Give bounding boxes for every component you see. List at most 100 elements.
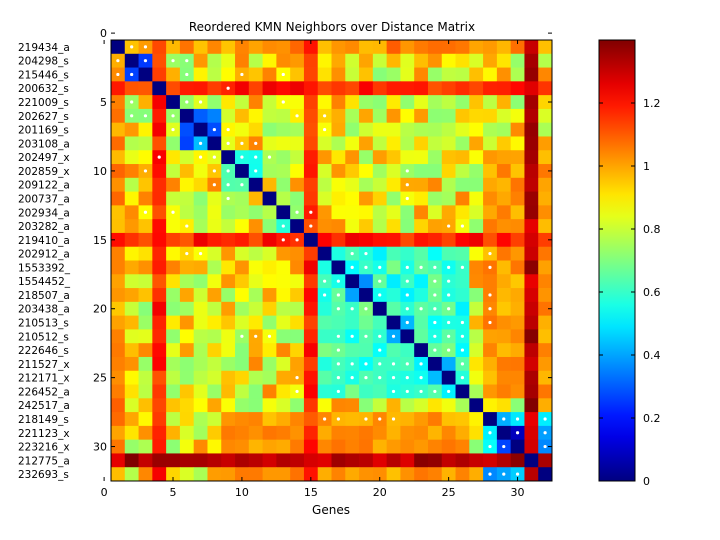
heatmap-cell bbox=[262, 467, 277, 482]
heatmap-cell bbox=[276, 205, 291, 220]
heatmap-cell bbox=[221, 288, 236, 303]
heatmap-cell bbox=[290, 439, 305, 454]
heatmap-cell bbox=[331, 467, 346, 482]
heatmap-cell bbox=[276, 136, 291, 151]
heatmap-cell bbox=[441, 412, 456, 427]
heatmap-cell bbox=[372, 246, 388, 261]
heatmap-cell bbox=[496, 122, 512, 137]
heatmap-cell bbox=[331, 67, 346, 82]
heatmap-cell bbox=[331, 453, 346, 468]
heatmap-cell bbox=[248, 288, 263, 303]
heatmap-cell bbox=[538, 219, 553, 234]
heatmap-cell bbox=[345, 219, 360, 234]
heatmap-cell bbox=[359, 150, 374, 165]
heatmap-cell bbox=[359, 177, 374, 192]
heatmap-cell bbox=[152, 108, 167, 124]
heatmap-cell bbox=[372, 301, 388, 317]
heatmap-cell bbox=[469, 108, 484, 124]
heatmap-cell bbox=[455, 191, 470, 206]
heatmap-cell bbox=[510, 108, 525, 124]
heatmap-cell bbox=[400, 467, 415, 482]
heatmap-cell bbox=[345, 384, 360, 399]
heatmap-cell bbox=[166, 150, 181, 165]
heatmap-cell bbox=[276, 108, 291, 124]
heatmap-cell bbox=[386, 467, 401, 482]
heatmap-cell bbox=[359, 136, 374, 151]
heatmap-cell bbox=[359, 398, 374, 413]
heatmap-cell bbox=[524, 95, 539, 110]
heatmap-cell bbox=[193, 81, 208, 96]
heatmap-cell bbox=[483, 53, 498, 68]
row-label: 200632_s bbox=[18, 83, 69, 95]
heatmap-cell bbox=[207, 95, 222, 110]
neighbor-marker bbox=[323, 279, 327, 283]
heatmap-cell bbox=[290, 412, 305, 427]
heatmap-cell bbox=[111, 108, 126, 124]
heatmap-cell bbox=[207, 219, 222, 234]
heatmap-cell bbox=[455, 40, 470, 55]
heatmap-cell bbox=[248, 81, 263, 96]
neighbor-marker bbox=[364, 265, 368, 269]
heatmap-cell bbox=[235, 425, 250, 441]
heatmap-cell bbox=[303, 260, 319, 275]
heatmap-cell bbox=[524, 274, 539, 289]
neighbor-marker bbox=[130, 45, 134, 49]
neighbor-marker bbox=[391, 334, 396, 338]
neighbor-marker bbox=[447, 293, 451, 297]
heatmap-cell bbox=[317, 246, 332, 261]
neighbor-marker bbox=[391, 362, 396, 366]
heatmap-cell bbox=[152, 384, 167, 399]
heatmap-cell bbox=[400, 329, 415, 344]
heatmap-cell bbox=[193, 260, 208, 275]
heatmap-cell bbox=[496, 384, 512, 399]
heatmap-cell bbox=[510, 53, 525, 68]
heatmap-cell bbox=[317, 81, 332, 96]
neighbor-marker bbox=[295, 238, 299, 242]
heatmap-cell bbox=[538, 288, 553, 303]
heatmap-cell bbox=[138, 398, 153, 413]
heatmap-cell bbox=[138, 67, 153, 82]
heatmap-cell bbox=[235, 122, 250, 137]
row-label: 203438_a bbox=[18, 304, 70, 316]
row-label: 1553392_ bbox=[18, 262, 71, 274]
heatmap-cell bbox=[414, 53, 429, 68]
heatmap-cell bbox=[359, 95, 374, 110]
heatmap-cell bbox=[524, 439, 539, 454]
heatmap-cell bbox=[207, 439, 222, 454]
heatmap-cell bbox=[290, 246, 305, 261]
heatmap-cell bbox=[152, 67, 167, 82]
heatmap-cell bbox=[221, 53, 236, 68]
heatmap-cell bbox=[152, 164, 167, 179]
heatmap-cell bbox=[331, 95, 346, 110]
heatmap-cell bbox=[386, 81, 401, 96]
heatmap-cell bbox=[262, 136, 277, 151]
heatmap-cell bbox=[372, 67, 388, 82]
heatmap-cell bbox=[538, 164, 553, 179]
heatmap-cell bbox=[111, 329, 126, 344]
heatmap-cell bbox=[414, 95, 429, 110]
heatmap-cell bbox=[427, 108, 443, 124]
row-label: 202859_x bbox=[18, 166, 70, 178]
heatmap-cell bbox=[303, 40, 319, 55]
heatmap-cell bbox=[248, 343, 263, 358]
heatmap-cell bbox=[248, 108, 263, 124]
neighbor-marker bbox=[433, 265, 437, 269]
heatmap-cell bbox=[166, 356, 181, 372]
heatmap-cell bbox=[538, 40, 553, 55]
heatmap-cell bbox=[166, 453, 181, 468]
heatmap-cell bbox=[138, 301, 153, 317]
neighbor-marker bbox=[488, 265, 492, 269]
heatmap-cell bbox=[248, 453, 263, 468]
heatmap-cell bbox=[510, 315, 525, 330]
heatmap-cell bbox=[124, 81, 139, 96]
heatmap-cell bbox=[276, 384, 291, 399]
neighbor-marker bbox=[488, 320, 492, 325]
heatmap-cell bbox=[221, 329, 236, 344]
heatmap-cell bbox=[317, 315, 332, 330]
heatmap-cell bbox=[138, 356, 153, 372]
heatmap-cell bbox=[124, 467, 139, 482]
heatmap-cell bbox=[262, 95, 277, 110]
heatmap-cell bbox=[262, 53, 277, 68]
heatmap-cell bbox=[303, 136, 319, 151]
heatmap-cell bbox=[262, 384, 277, 399]
